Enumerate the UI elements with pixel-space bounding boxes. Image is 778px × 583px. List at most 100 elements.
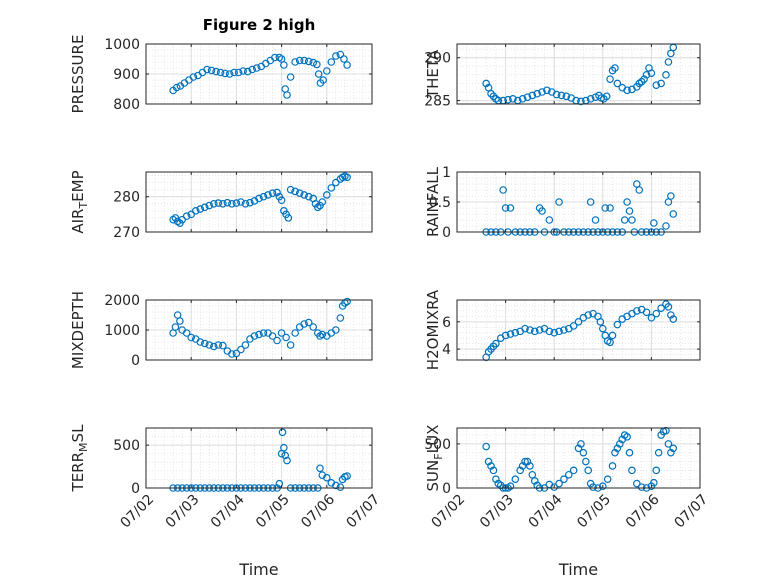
x-tick-label: 07/05 xyxy=(253,492,293,532)
data-point xyxy=(275,479,284,488)
data-point xyxy=(521,324,529,333)
y-tick-label: 0 xyxy=(131,481,140,497)
data-point xyxy=(521,457,529,466)
data-point xyxy=(637,483,646,491)
x-tick-label: 07/03 xyxy=(163,492,203,532)
y-tick-label: 800 xyxy=(113,97,140,113)
y-axis-label-part: MIXDEPTH xyxy=(69,291,87,369)
data-point xyxy=(268,332,277,340)
data-point xyxy=(313,203,322,212)
y-axis-label: MIXDEPTH xyxy=(69,291,87,369)
data-point xyxy=(314,70,323,78)
data-point xyxy=(657,79,665,88)
data-point xyxy=(562,92,571,101)
subplot-1: 800 900 1000 PRESSURE Figure 2 high xyxy=(69,16,373,114)
y-axis-label-part: TERR xyxy=(69,452,87,493)
data-point xyxy=(228,350,236,358)
data-point xyxy=(511,475,520,483)
data-point xyxy=(237,198,245,206)
data-point xyxy=(545,216,554,224)
data-point xyxy=(327,58,336,66)
x-tick-label: 07/07 xyxy=(343,492,383,532)
data-point xyxy=(482,79,490,88)
y-tick-label: 500 xyxy=(424,437,451,453)
data-point xyxy=(281,451,290,460)
data-point xyxy=(291,58,299,66)
data-point xyxy=(230,68,238,77)
data-point xyxy=(647,313,656,322)
data-point xyxy=(555,198,563,206)
data-point xyxy=(309,323,318,331)
axes-box xyxy=(456,427,701,489)
data-point xyxy=(625,207,634,215)
data-point xyxy=(332,326,340,334)
y-axis-label-part: F xyxy=(432,453,445,459)
data-point xyxy=(623,198,631,206)
data-point xyxy=(669,315,678,323)
data-point xyxy=(662,426,670,435)
data-point xyxy=(182,212,191,220)
data-point xyxy=(304,318,313,327)
data-series xyxy=(482,426,678,492)
data-point xyxy=(667,311,675,319)
data-point xyxy=(628,466,636,475)
data-point xyxy=(318,198,327,206)
data-point xyxy=(501,204,510,212)
data-series xyxy=(169,172,351,227)
data-point xyxy=(557,91,566,100)
data-point xyxy=(650,219,658,227)
data-point xyxy=(642,71,651,79)
data-point xyxy=(291,329,299,337)
y-axis-label-part: M xyxy=(77,442,90,452)
y-tick-label: 270 xyxy=(113,225,140,241)
data-point xyxy=(591,216,600,224)
data-point xyxy=(304,57,313,66)
y-axis-label-part: PRESSURE xyxy=(69,35,87,114)
data-point xyxy=(300,56,309,65)
data-point xyxy=(252,64,261,72)
data-point xyxy=(640,75,648,83)
data-point xyxy=(550,328,559,337)
data-point xyxy=(205,201,214,210)
data-point xyxy=(273,336,281,345)
data-point xyxy=(586,198,595,206)
data-point xyxy=(623,433,631,441)
data-point xyxy=(332,481,340,490)
axes-box xyxy=(145,427,373,489)
data-point xyxy=(564,470,573,479)
data-point xyxy=(259,192,268,201)
data-point xyxy=(633,307,641,315)
x-tick-label: 07/04 xyxy=(526,491,566,531)
data-point xyxy=(172,83,181,92)
data-point xyxy=(214,341,223,349)
data-point xyxy=(313,60,321,69)
data-point xyxy=(601,204,610,212)
data-point xyxy=(482,442,490,451)
data-point xyxy=(237,345,245,354)
data-point xyxy=(343,61,351,69)
data-point xyxy=(506,204,515,212)
data-point xyxy=(543,86,551,95)
data-point xyxy=(255,194,263,203)
data-point xyxy=(574,318,583,326)
data-point xyxy=(518,95,527,103)
data-point xyxy=(300,320,309,328)
data-point xyxy=(662,222,670,230)
y-axis-label: THETA xyxy=(424,49,442,99)
data-point xyxy=(499,186,507,194)
data-point xyxy=(623,86,631,95)
data-point xyxy=(286,341,295,349)
data-point xyxy=(336,314,345,322)
data-point xyxy=(286,185,295,194)
data-point xyxy=(210,199,218,208)
data-point xyxy=(196,205,205,213)
plot-area xyxy=(146,428,372,488)
y-axis-label: TERRMSL xyxy=(69,424,90,493)
axes-box xyxy=(456,43,701,105)
y-axis-label-part: SL xyxy=(69,424,87,443)
data-point xyxy=(169,215,177,224)
data-point xyxy=(602,92,611,101)
x-axis-label: Time xyxy=(238,560,278,579)
data-series xyxy=(482,300,678,362)
